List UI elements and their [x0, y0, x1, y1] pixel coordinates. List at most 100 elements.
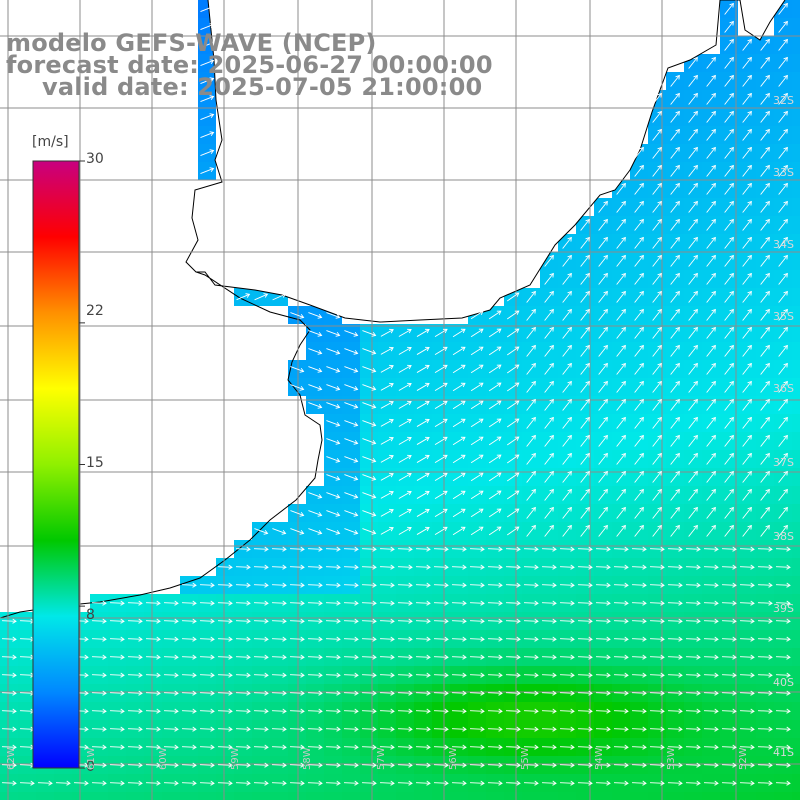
wind-arrow	[634, 452, 644, 465]
wind-arrow	[631, 690, 647, 696]
wind-arrow	[415, 636, 431, 642]
wind-arrow	[416, 382, 430, 391]
wind-arrow	[109, 690, 125, 696]
latitude-label: 34S	[773, 238, 794, 251]
wind-arrow	[308, 510, 323, 517]
wind-arrow	[452, 472, 466, 482]
wind-arrow	[544, 434, 554, 447]
wind-arrow	[631, 600, 647, 606]
wind-arrow	[397, 636, 413, 642]
wind-arrow	[703, 600, 719, 606]
wind-arrow	[181, 600, 197, 606]
wind-arrow	[706, 146, 716, 159]
wind-arrow	[577, 672, 593, 678]
wind-arrow	[434, 364, 448, 374]
wind-arrow	[434, 400, 448, 410]
wind-arrow	[451, 762, 467, 768]
wind-arrow	[670, 110, 680, 123]
wind-arrow	[217, 762, 233, 768]
wind-arrow	[199, 636, 215, 642]
wind-arrow	[163, 762, 179, 768]
wind-arrow	[667, 708, 683, 714]
latitude-label: 36S	[773, 382, 794, 395]
longitude-label: 57W	[376, 747, 387, 770]
wind-arrow	[523, 582, 539, 588]
wind-arrow	[326, 330, 341, 337]
wind-arrow	[452, 418, 466, 428]
colorbar	[32, 160, 80, 769]
wind-arrow	[706, 452, 716, 465]
wind-arrow	[397, 582, 413, 588]
wind-arrow	[580, 272, 590, 285]
wind-arrow	[724, 110, 734, 123]
wind-arrow	[616, 380, 626, 393]
wind-arrow	[544, 290, 554, 303]
wind-arrow	[760, 272, 770, 285]
wind-arrow	[217, 780, 233, 786]
wind-arrow	[326, 366, 341, 373]
wind-arrow	[721, 690, 737, 696]
wind-arrow	[778, 236, 788, 249]
wind-arrow	[670, 452, 680, 465]
wind-arrow	[217, 636, 233, 642]
wind-arrow	[577, 708, 593, 714]
wind-arrow	[742, 362, 752, 375]
wind-arrow	[487, 762, 503, 768]
wind-arrow	[742, 272, 752, 285]
wind-arrow	[562, 344, 572, 357]
colorbar-tick-label: 8	[86, 607, 95, 623]
wind-arrow	[634, 434, 644, 447]
wind-arrow	[703, 636, 719, 642]
wind-arrow	[724, 452, 734, 465]
wind-arrow	[580, 362, 590, 375]
wind-arrow	[595, 780, 611, 786]
wind-arrow	[380, 490, 394, 499]
wind-arrow	[181, 744, 197, 750]
wind-arrow	[706, 290, 716, 303]
wind-arrow	[199, 672, 215, 678]
wind-arrow	[616, 362, 626, 375]
wind-arrow	[416, 436, 430, 445]
wind-arrow	[271, 762, 287, 768]
wind-arrow	[760, 452, 770, 465]
wind-arrow	[721, 600, 737, 606]
wind-arrow	[199, 744, 215, 750]
wind-arrow	[506, 526, 520, 536]
wind-arrow	[308, 402, 323, 409]
wind-arrow	[487, 600, 503, 606]
wind-arrow	[1, 672, 17, 678]
wind-arrow	[580, 506, 590, 519]
wind-arrow	[91, 618, 107, 624]
wind-arrow	[200, 113, 215, 120]
wind-arrow	[506, 364, 520, 374]
wind-arrow	[724, 380, 734, 393]
wind-arrow	[721, 654, 737, 660]
wind-arrow	[703, 582, 719, 588]
wind-arrow	[778, 452, 788, 465]
wind-arrow	[416, 418, 430, 427]
wind-arrow	[544, 452, 554, 465]
wind-arrow	[344, 366, 359, 373]
wind-arrow	[649, 744, 665, 750]
wind-arrow	[544, 272, 554, 285]
wind-arrow	[163, 636, 179, 642]
wind-arrow	[739, 744, 755, 750]
wind-arrow	[307, 780, 323, 786]
wind-arrow	[145, 600, 161, 606]
wind-arrow	[742, 200, 752, 213]
wind-arrow	[577, 618, 593, 624]
wind-arrow	[724, 272, 734, 285]
wind-arrow	[670, 200, 680, 213]
wind-arrow	[541, 582, 557, 588]
wind-arrow	[724, 146, 734, 159]
wind-arrow	[616, 344, 626, 357]
wind-arrow	[760, 416, 770, 429]
wind-arrow	[127, 618, 143, 624]
wind-arrow	[434, 526, 448, 536]
wind-arrow	[398, 328, 412, 337]
wind-arrow	[688, 254, 698, 267]
wind-arrow	[272, 293, 287, 301]
wind-arrow	[757, 600, 773, 606]
wind-arrow	[200, 95, 215, 102]
wind-arrow	[397, 726, 413, 732]
